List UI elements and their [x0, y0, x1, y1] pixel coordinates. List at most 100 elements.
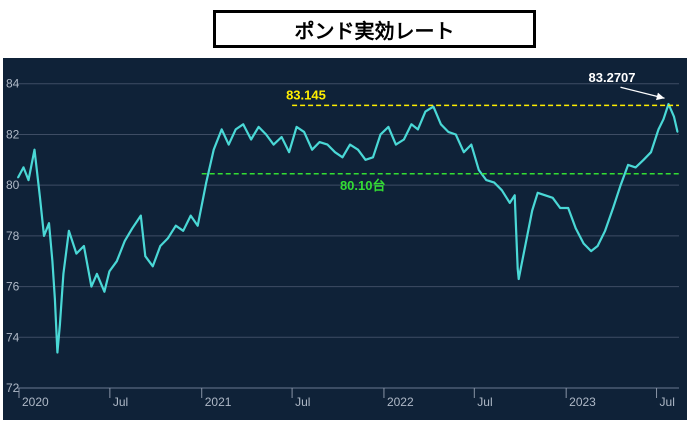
rate-data-point	[604, 229, 607, 232]
rate-data-point	[642, 158, 645, 161]
rate-series-line	[17, 102, 679, 354]
rate-data-point	[334, 151, 336, 154]
y-tick-label: 78	[6, 229, 20, 243]
rate-data-point	[559, 207, 562, 209]
rate-data-point	[447, 131, 450, 133]
rate-data-point	[51, 260, 54, 263]
rate-data-point	[220, 128, 223, 131]
rate-data-point	[318, 141, 321, 143]
rate-data-point	[341, 156, 344, 159]
rate-data-point	[667, 103, 670, 105]
rate-data-point	[56, 351, 59, 354]
rate-data-point	[108, 270, 111, 273]
rate-data-point	[508, 202, 511, 204]
rate-data-point	[574, 227, 577, 230]
rate-data-point	[82, 245, 85, 247]
x-tick-label: Jul	[477, 395, 492, 409]
rate-data-point	[416, 128, 419, 131]
y-tick-label: 74	[6, 330, 20, 344]
rate-data-point	[22, 166, 25, 169]
rate-data-point	[462, 151, 465, 154]
rate-data-point	[567, 207, 570, 209]
rate-data-point	[280, 136, 283, 138]
peak-arrow	[620, 86, 665, 101]
chart-title: ポンド実効レート	[213, 10, 536, 48]
rate-data-point	[59, 323, 61, 326]
y-tick-label: 84	[6, 77, 20, 91]
rate-data-point	[590, 250, 593, 252]
rate-data-point	[372, 156, 374, 159]
rate-data-point	[265, 133, 268, 136]
rate-data-point	[139, 214, 142, 217]
rate-data-point	[62, 273, 65, 275]
rate-data-point	[650, 151, 652, 154]
rate-data-point	[477, 169, 480, 171]
rate-data-point	[54, 298, 56, 301]
rate-data-point	[166, 237, 169, 240]
chart-canvas: 72 74 76 78 80 82 84 2020 Jul 2021 Jul 2022 Jul 2023 J…	[6, 70, 679, 409]
rate-data-point	[596, 245, 599, 247]
rate-data-point	[311, 148, 313, 151]
rate-data-point	[536, 191, 539, 194]
rate-data-point	[295, 125, 298, 128]
rate-data-point	[303, 131, 305, 133]
x-tick-label: 2020	[22, 395, 49, 409]
rate-data-point	[75, 252, 78, 255]
rate-data-point	[326, 143, 329, 146]
rate-data-point	[627, 163, 629, 166]
rate-data-point	[174, 224, 177, 227]
rate-data-point	[454, 133, 457, 136]
rate-data-point	[68, 229, 70, 232]
rate-data-point	[379, 133, 382, 136]
rate-data-point	[250, 138, 253, 141]
rate-data-point	[205, 181, 208, 184]
rate-data-point	[657, 128, 660, 131]
rate-data-point	[403, 138, 405, 141]
rate-data-point	[196, 224, 199, 227]
rate-data-point	[33, 148, 36, 151]
rate-data-point	[582, 242, 585, 245]
rate-data-point	[144, 255, 147, 258]
rate-data-point	[387, 125, 390, 128]
y-tick-label: 76	[6, 280, 20, 294]
x-tick-label: Jul	[660, 395, 675, 409]
rate-data-point	[364, 158, 367, 161]
rate-data-point	[227, 143, 230, 146]
x-tick-label: 2022	[387, 395, 414, 409]
rate-data-point	[551, 196, 554, 199]
rate-data-point	[395, 143, 397, 146]
rate-data-point	[288, 151, 290, 154]
rate-data-point	[493, 181, 496, 184]
rate-data-point	[619, 184, 622, 187]
rate-data-point	[544, 194, 547, 197]
rate-data-point	[48, 222, 50, 225]
rate-data-point	[673, 115, 675, 118]
rate-data-point	[513, 194, 516, 197]
rate-data-point	[662, 118, 665, 121]
x-tick-label: Jul	[295, 395, 310, 409]
lower-reference-label: 80.10台	[340, 178, 386, 193]
peak-value-label: 83.2707	[589, 70, 636, 85]
rate-data-point	[424, 110, 427, 113]
rate-data-point	[159, 245, 162, 247]
rate-data-point	[242, 123, 245, 126]
rate-data-point	[39, 196, 41, 199]
rate-data-point	[272, 143, 275, 146]
rate-data-point	[485, 179, 488, 181]
x-tick-label: 2021	[205, 395, 232, 409]
rate-data-point	[123, 240, 126, 242]
rate-data-point	[410, 123, 413, 126]
rate-data-point	[234, 128, 237, 131]
rate-data-point	[349, 143, 351, 146]
rate-data-point	[212, 148, 215, 151]
rate-data-point	[131, 227, 134, 230]
rate-data-point	[517, 278, 520, 280]
rate-data-point	[634, 166, 637, 169]
rate-data-point	[439, 123, 442, 126]
rate-data-point	[257, 125, 260, 128]
rate-data-point	[95, 273, 98, 275]
rate-data-point	[90, 285, 93, 288]
rate-data-point	[500, 189, 503, 192]
rate-data-point	[43, 234, 45, 237]
rate-data-point	[521, 260, 524, 263]
